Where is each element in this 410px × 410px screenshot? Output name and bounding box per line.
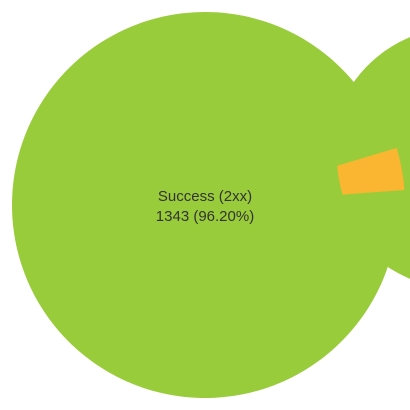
center-slice-value: 1343 (96.20%) <box>155 208 255 225</box>
slice-other[interactable] <box>337 147 405 195</box>
slice-success-2xx[interactable] <box>12 12 410 398</box>
center-slice-label: Success (2xx) <box>157 188 253 205</box>
